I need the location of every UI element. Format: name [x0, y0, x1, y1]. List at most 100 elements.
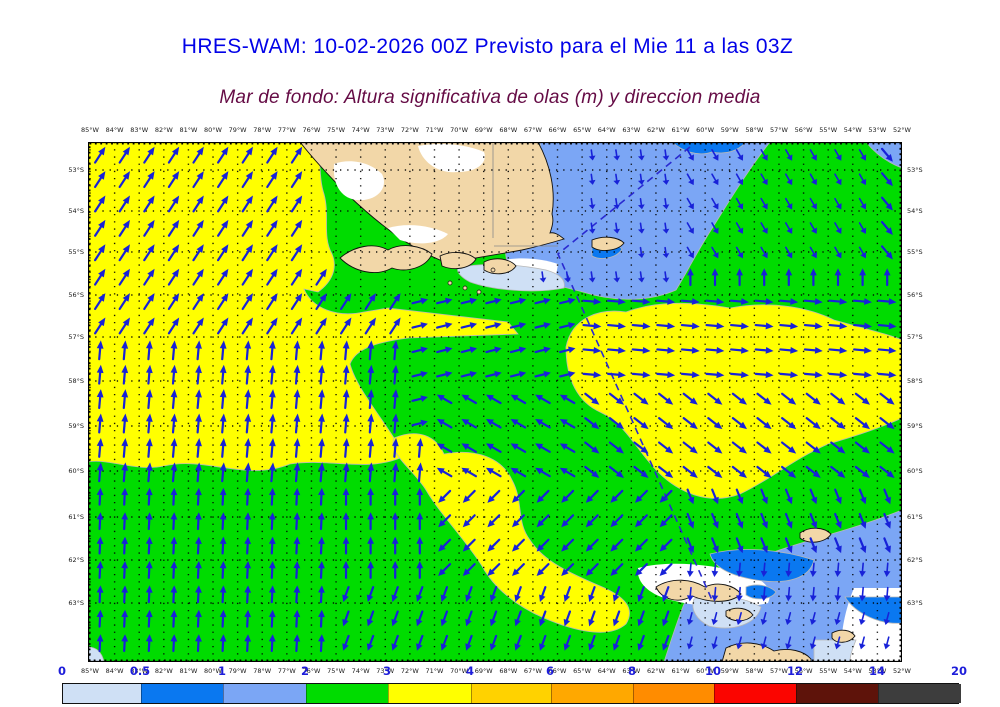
wave-direction-arrow: [803, 346, 823, 354]
wave-direction-arrow: [805, 441, 821, 454]
wave-direction-arrow: [315, 293, 327, 311]
wave-direction-arrow: [859, 562, 866, 577]
wave-direction-arrow: [784, 246, 793, 259]
wave-direction-arrow: [754, 298, 774, 305]
wave-direction-arrow: [436, 394, 453, 405]
wave-direction-arrow: [241, 293, 253, 311]
wave-direction-arrow: [462, 489, 476, 503]
wave-direction-arrow: [93, 219, 106, 237]
wave-direction-arrow: [559, 346, 576, 354]
wave-direction-arrow: [534, 322, 551, 329]
wave-direction-arrow: [883, 612, 891, 625]
lon-tick-label-top: 65°W: [573, 126, 592, 134]
wave-direction-arrow: [266, 268, 278, 286]
wave-direction-arrow: [339, 293, 352, 311]
lat-tick-label-left: 57°S: [68, 333, 84, 341]
wave-direction-arrow: [561, 514, 575, 528]
wave-direction-arrow: [96, 536, 104, 555]
wave-direction-arrow: [735, 537, 744, 554]
lon-tick-label-top: 53°W: [868, 126, 887, 134]
wave-direction-arrow: [219, 561, 227, 579]
wave-direction-arrow: [809, 222, 817, 234]
wave-direction-arrow: [195, 536, 202, 555]
wave-direction-arrow: [485, 346, 502, 354]
wave-direction-arrow: [290, 219, 303, 237]
lon-tick-label-bottom: 71°W: [425, 667, 444, 675]
colorbar-value-label: 1: [217, 664, 227, 678]
lat-tick-label-right: 53°S: [907, 166, 923, 174]
wave-direction-arrow: [118, 195, 130, 213]
wave-direction-arrow: [318, 487, 325, 506]
wave-direction-arrow: [170, 561, 178, 579]
lat-tick-label-left: 56°S: [68, 291, 84, 299]
wave-direction-arrow: [736, 612, 743, 625]
wave-direction-arrow: [216, 244, 229, 262]
wave-direction-arrow: [487, 538, 501, 552]
wave-direction-arrow: [96, 389, 104, 410]
wave-direction-arrow: [514, 634, 522, 651]
region-swell-3-4m-center-tongue: [392, 433, 630, 633]
wave-direction-arrow: [219, 340, 227, 361]
wave-direction-arrow: [828, 322, 848, 330]
wave-direction-arrow: [145, 462, 153, 483]
wave-direction-arrow: [342, 340, 350, 361]
wave-direction-arrow: [416, 487, 424, 506]
wave-direction-arrow: [318, 462, 325, 483]
lon-tick-label-bottom: 64°W: [597, 667, 616, 675]
wave-direction-arrow: [634, 538, 648, 552]
wave-direction-arrow: [588, 586, 596, 602]
wave-direction-arrow: [858, 488, 867, 505]
wave-direction-arrow: [143, 195, 155, 213]
lon-tick-label-top: 80°W: [204, 126, 222, 134]
wave-direction-arrow: [610, 563, 624, 577]
wave-direction-arrow: [216, 171, 229, 189]
wave-direction-arrow: [711, 173, 719, 186]
wave-direction-arrow: [167, 219, 180, 237]
wave-direction-arrow: [436, 418, 453, 429]
wave-direction-arrow: [342, 586, 350, 602]
lat-tick-label-left: 58°S: [68, 377, 84, 385]
wave-direction-arrow: [241, 146, 253, 164]
wave-direction-arrow: [535, 467, 551, 478]
wave-direction-arrow: [487, 489, 501, 503]
wave-direction-arrow: [244, 634, 252, 653]
wave-direction-arrow: [489, 610, 498, 627]
wave-direction-arrow: [711, 246, 719, 259]
wave-direction-arrow: [145, 389, 153, 410]
wave-direction-arrow: [539, 610, 547, 627]
wave-direction-arrow: [859, 636, 866, 650]
wave-direction-arrow: [485, 297, 502, 305]
wave-direction-arrow: [293, 487, 301, 506]
wave-direction-arrow: [416, 610, 424, 627]
wave-direction-arrow: [582, 298, 602, 305]
wave-direction-arrow: [145, 437, 153, 458]
wave-direction-arrow: [509, 322, 527, 329]
land-islet: [447, 280, 453, 286]
wave-direction-arrow: [779, 298, 799, 305]
wave-direction-arrow: [514, 610, 522, 627]
wave-direction-arrow: [735, 246, 744, 259]
wave-direction-arrow: [487, 514, 501, 528]
wave-direction-arrow: [608, 417, 625, 430]
wave-direction-arrow: [858, 512, 867, 529]
wave-direction-arrows: [93, 146, 897, 653]
wave-direction-arrow: [760, 173, 768, 186]
wave-direction-arrow: [118, 317, 130, 335]
lon-tick-label-bottom: 76°W: [302, 667, 321, 675]
wave-direction-arrow: [167, 293, 180, 311]
lon-tick-label-top: 76°W: [302, 126, 321, 134]
wave-direction-arrow: [736, 586, 743, 602]
wave-direction-arrow: [170, 413, 178, 434]
wave-direction-arrow: [883, 512, 891, 529]
wave-direction-arrow: [219, 512, 227, 531]
wave-direction-arrow: [680, 371, 700, 379]
wave-direction-arrow: [637, 222, 645, 234]
wave-direction-arrow: [391, 340, 399, 361]
wave-direction-arrow: [342, 487, 350, 506]
lon-tick-label-bottom: 70°W: [450, 667, 469, 675]
wave-direction-arrow: [143, 219, 155, 237]
wave-direction-arrow: [784, 537, 793, 554]
wave-direction-arrow: [93, 146, 106, 164]
wave-direction-arrow: [658, 417, 674, 430]
wave-direction-arrow: [686, 636, 694, 650]
